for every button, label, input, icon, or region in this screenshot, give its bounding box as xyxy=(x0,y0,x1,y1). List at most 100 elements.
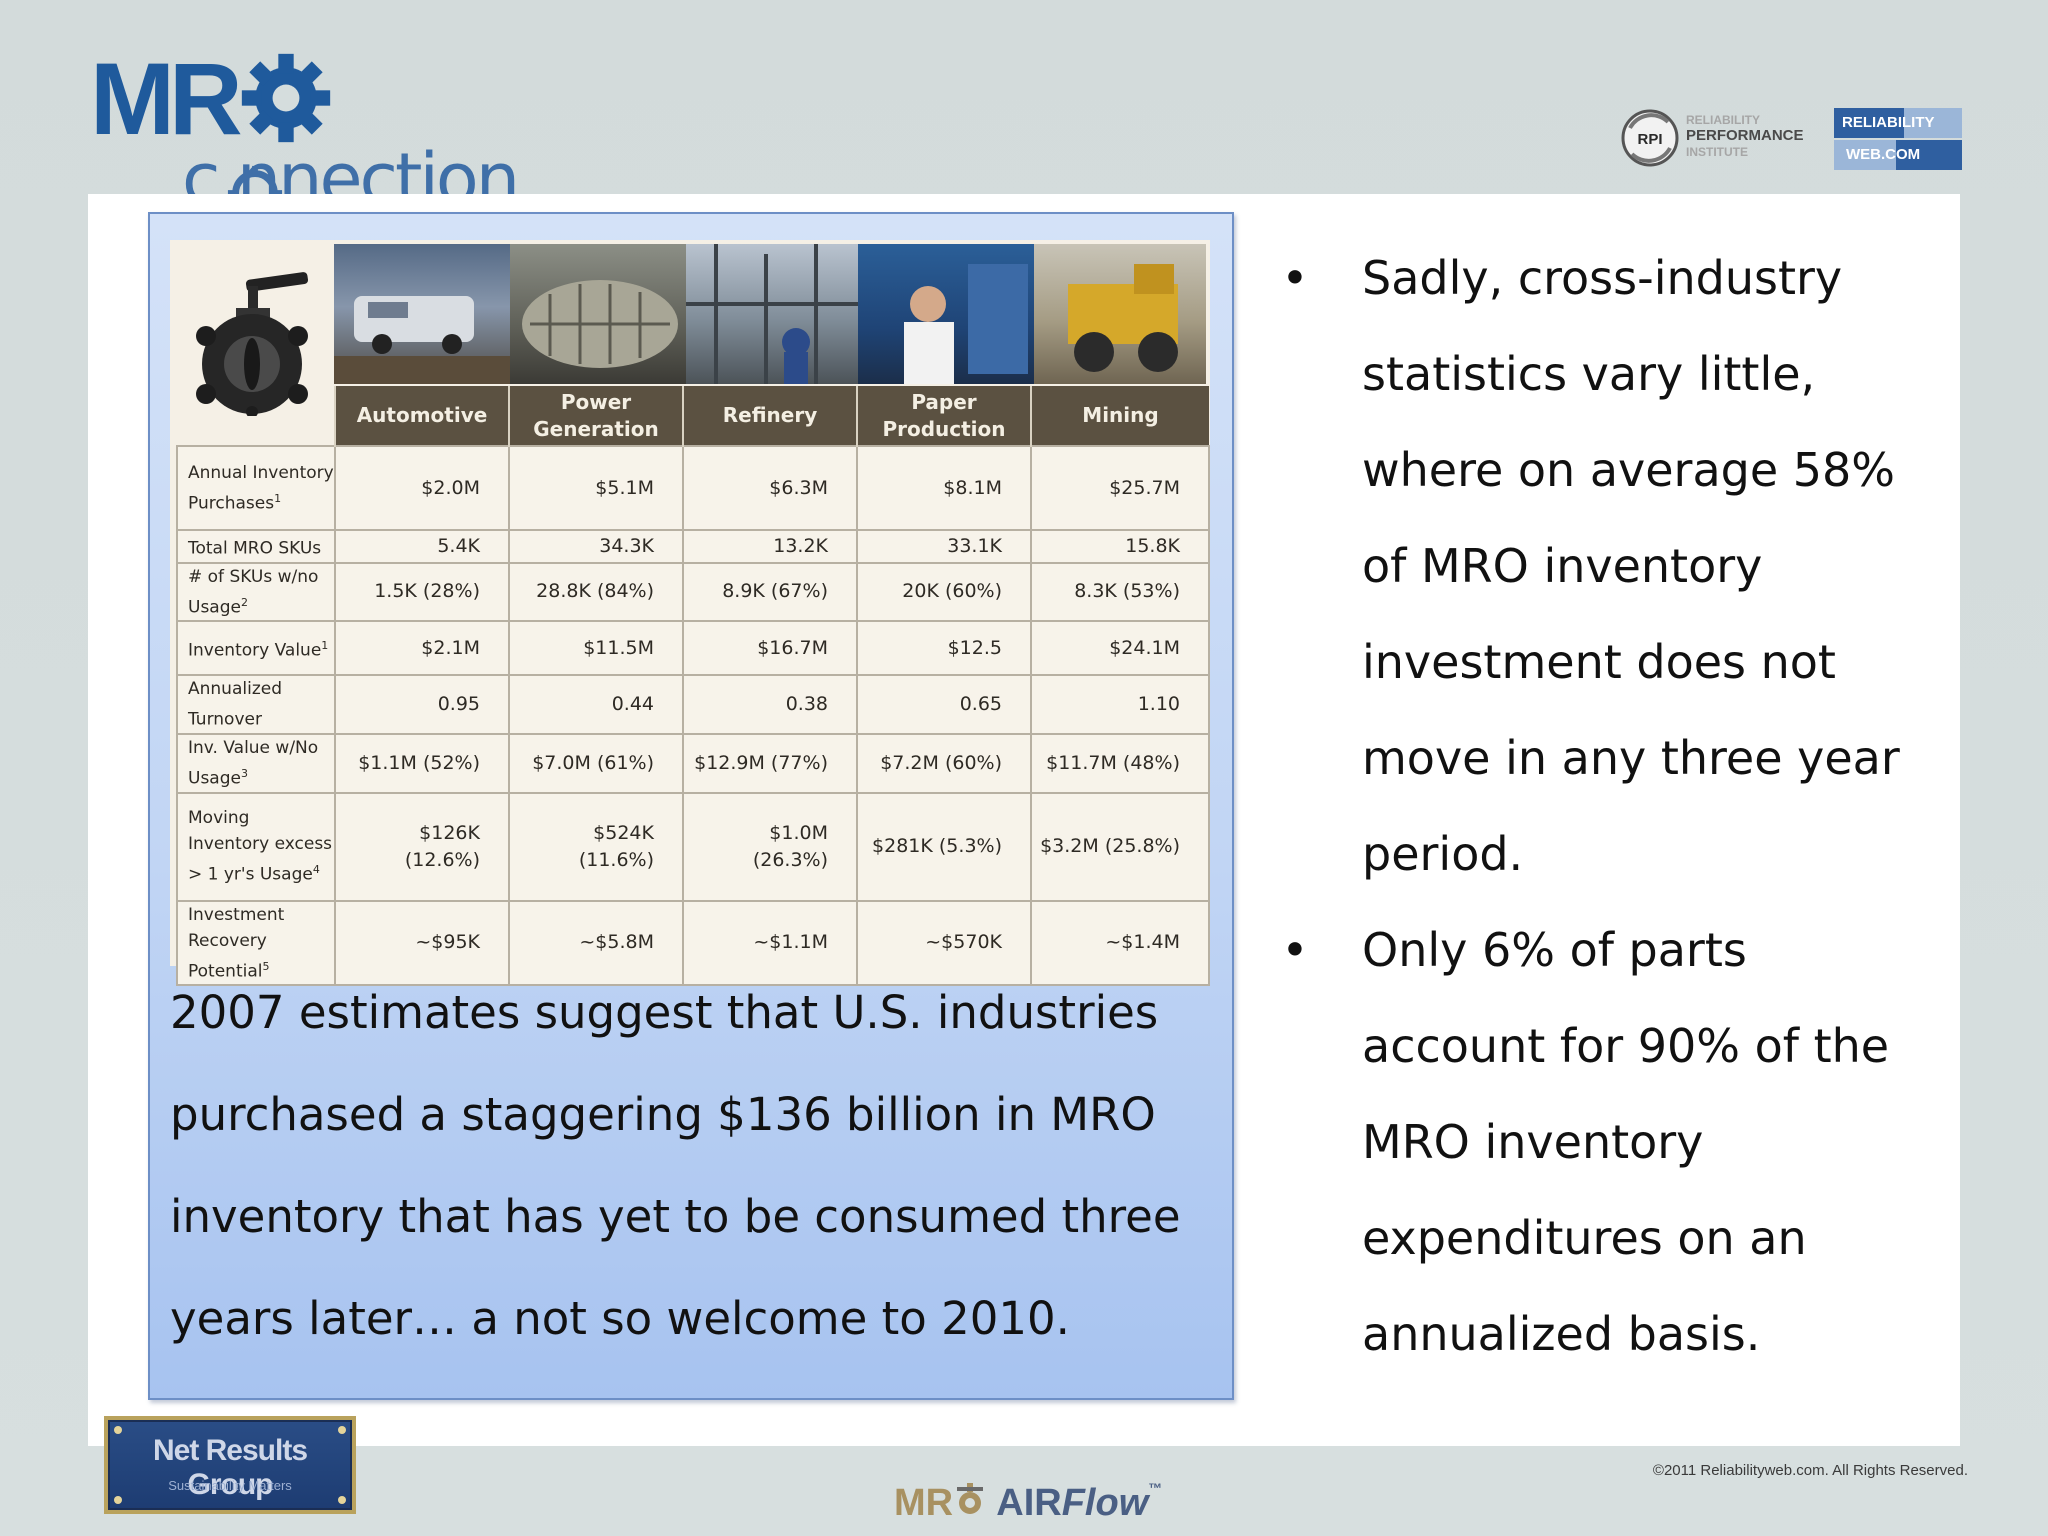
table-cell: $2.1M xyxy=(334,620,510,677)
table-cell: 33.1K xyxy=(856,529,1032,564)
table-cell: $12.5 xyxy=(856,620,1032,677)
airflow-air-text: AIR xyxy=(996,1482,1062,1524)
row-label: Annualized Turnover xyxy=(176,674,336,735)
table-header-row: Automotive Power Generation Refinery Pap… xyxy=(177,386,1209,446)
row-label: Total MRO SKUs xyxy=(176,529,336,564)
table-cell: $3.2M (25.8%) xyxy=(1030,791,1210,902)
bullet-item: • Only 6% of parts account for 90% of th… xyxy=(1280,902,1940,1382)
airflow-flow-text: Flow xyxy=(1061,1482,1149,1524)
row-label-text: Annual Inventory Purchases xyxy=(188,462,334,514)
table-cell: 8.9K (67%) xyxy=(682,561,858,623)
worker-icon xyxy=(904,264,1028,384)
table-row: # of SKUs w/no Usage2 1.5K (28%) 28.8K (84… xyxy=(176,561,1210,623)
table-cell: $1.0M (26.3%) xyxy=(682,791,858,902)
table-row: Investment Recovery Potential5 ~$95K ~$5.8… xyxy=(176,899,1210,987)
rpi-logo: RPI RELIABILITY PERFORMANCE INSTITUTE xyxy=(1620,104,1820,170)
bullet-item: • Sadly, cross-industry statistics vary … xyxy=(1280,230,1940,902)
mro-airflow-logo: MR AIRFlow™ xyxy=(894,1458,1163,1524)
table-cell: $12.9M (77%) xyxy=(682,732,858,794)
nrg-title: Net Results Group xyxy=(152,1434,308,1501)
table-cell: $1.1M (52%) xyxy=(334,732,510,794)
mro-statistics-table: Automotive Power Generation Refinery Pap… xyxy=(176,386,1210,987)
nrg-tagline: Sustainability Matters xyxy=(168,1478,292,1493)
table-cell: ~$95K xyxy=(334,899,510,987)
row-footnote: 3 xyxy=(240,766,248,780)
row-label-text: Inv. Value w/No Usage xyxy=(188,737,319,789)
rpi-badge-text: RPI xyxy=(1637,131,1662,148)
table-cell: 13.2K xyxy=(682,529,858,564)
table-cell: $16.7M xyxy=(682,620,858,677)
table-cell: $5.1M xyxy=(508,445,684,531)
row-label-text: Moving Inventory excess > 1 yr's Usage xyxy=(188,808,333,885)
automotive-photo xyxy=(334,244,510,384)
airflow-mro-text: MR xyxy=(894,1482,954,1524)
row-footnote: 4 xyxy=(312,863,320,877)
table-row: Annualized Turnover 0.95 0.44 0.38 0.65 1.10 xyxy=(176,674,1210,735)
table-cell: $11.7M (48%) xyxy=(1030,732,1210,794)
table-cell: $281K (5.3%) xyxy=(856,791,1032,902)
table-cell: 0.38 xyxy=(682,674,858,735)
airflow-tm: ™ xyxy=(1148,1480,1163,1496)
column-header: Automotive xyxy=(334,386,509,446)
table-cell: 5.4K xyxy=(334,529,510,564)
row-label: Inv. Value w/No Usage3 xyxy=(176,732,336,794)
rw-bottom-text: WEB.COM xyxy=(1846,146,1921,163)
power-generation-photo xyxy=(510,244,686,384)
table-cell: $24.1M xyxy=(1030,620,1210,677)
valve-icon xyxy=(196,272,309,416)
van-icon xyxy=(334,296,510,384)
row-label: Investment Recovery Potential5 xyxy=(176,899,336,987)
row-label: Annual Inventory Purchases1 xyxy=(176,445,336,531)
table-cell: 20K (60%) xyxy=(856,561,1032,623)
table-row: Inv. Value w/No Usage3 $1.1M (52%) $7.0M (… xyxy=(176,732,1210,794)
table-cell: $8.1M xyxy=(856,445,1032,531)
row-footnote: 1 xyxy=(321,638,329,652)
table-cell: 0.95 xyxy=(334,674,510,735)
row-label-text: # of SKUs w/no Usage xyxy=(188,566,319,618)
table-row: Moving Inventory excess > 1 yr's Usage4 $… xyxy=(176,791,1210,902)
mro-connection-logo: MR c nnection xyxy=(90,42,530,221)
turbine-icon xyxy=(522,280,678,368)
row-label-text: Investment Recovery Potential xyxy=(188,904,285,982)
refinery-photo xyxy=(686,244,858,384)
table-cell: 8.3K (53%) xyxy=(1030,561,1210,623)
table-cell: $524K (11.6%) xyxy=(508,791,684,902)
rw-top-text: RELIABILITY xyxy=(1842,114,1935,131)
rpi-circle-icon: RPI xyxy=(1621,109,1679,167)
table-cell: $11.5M xyxy=(508,620,684,677)
table-cell: 0.65 xyxy=(856,674,1032,735)
row-label-text: Total MRO SKUs xyxy=(188,538,322,559)
rpi-line-1: RELIABILITY xyxy=(1686,113,1760,127)
column-header: Paper Production xyxy=(856,386,1031,446)
logo-mro-text: MR xyxy=(90,42,243,156)
table-cell: $126K (12.6%) xyxy=(334,791,510,902)
table-row: Inventory Value1 $2.1M $11.5M $16.7M $12.5 $2… xyxy=(176,620,1210,677)
paper-production-photo xyxy=(858,244,1034,384)
gear-icon xyxy=(241,53,331,143)
bullet-list: • Sadly, cross-industry statistics vary … xyxy=(1280,230,1940,1382)
table-cell: $7.2M (60%) xyxy=(856,732,1032,794)
row-label-text: Inventory Value xyxy=(188,640,322,661)
refinery-icon xyxy=(686,244,858,384)
table-cell: ~$1.1M xyxy=(682,899,858,987)
table-cell: $2.0M xyxy=(334,445,510,531)
row-label-text: Annualized Turnover xyxy=(188,679,282,730)
bullet-dot-icon: • xyxy=(1281,251,1309,305)
rpi-line-2: PERFORMANCE xyxy=(1686,127,1804,144)
table-row: Total MRO SKUs 5.4K 34.3K 13.2K 33.1K 15.8K xyxy=(176,529,1210,564)
row-label: # of SKUs w/no Usage2 xyxy=(176,561,336,623)
table-cell: $6.3M xyxy=(682,445,858,531)
rpi-line-3: INSTITUTE xyxy=(1686,145,1748,159)
bullet-text: Sadly, cross-industry statistics vary li… xyxy=(1362,251,1900,881)
row-label: Moving Inventory excess > 1 yr's Usage4 xyxy=(176,791,336,902)
bullet-text: Only 6% of parts account for 90% of the … xyxy=(1362,923,1890,1361)
table-cell: 28.8K (84%) xyxy=(508,561,684,623)
table-cell: ~$1.4M xyxy=(1030,899,1210,987)
figure-caption: 2007 estimates suggest that U.S. industr… xyxy=(170,986,1181,1345)
column-header: Refinery xyxy=(682,386,857,446)
table-cell: 1.10 xyxy=(1030,674,1210,735)
table-cell: 34.3K xyxy=(508,529,684,564)
column-header: Mining xyxy=(1030,386,1209,446)
net-results-group-logo: Net Results Group Sustainability Matters xyxy=(104,1416,356,1514)
table-cell: ~$5.8M xyxy=(508,899,684,987)
